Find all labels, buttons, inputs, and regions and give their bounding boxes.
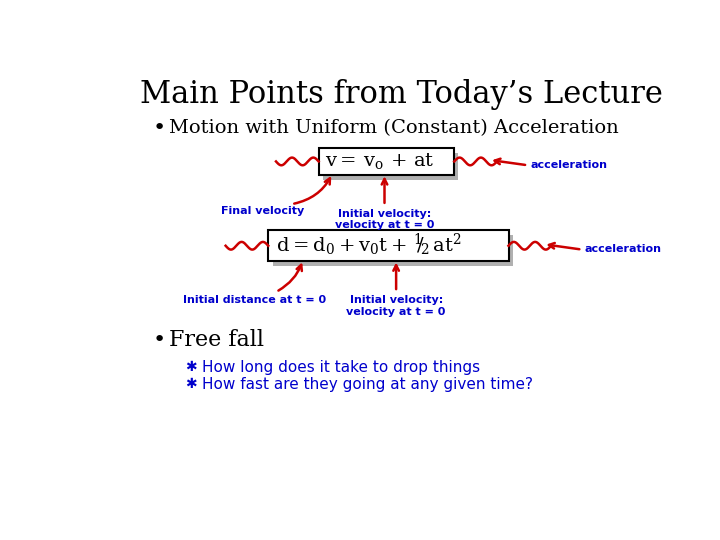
Text: •: •: [153, 330, 166, 350]
Text: Initial distance at t = 0: Initial distance at t = 0: [183, 295, 326, 305]
FancyBboxPatch shape: [273, 235, 513, 266]
FancyBboxPatch shape: [323, 153, 458, 179]
Text: ✱: ✱: [185, 360, 197, 374]
Text: acceleration: acceleration: [530, 159, 607, 170]
Text: ✱: ✱: [185, 377, 197, 392]
Text: Final velocity: Final velocity: [221, 206, 305, 215]
Text: Initial velocity:
velocity at t = 0: Initial velocity: velocity at t = 0: [346, 295, 446, 316]
Text: •: •: [153, 118, 166, 138]
Text: Main Points from Today’s Lecture: Main Points from Today’s Lecture: [140, 78, 663, 110]
Text: $\mathregular{d = d_0 + v_0 t + \,^1\!\!/\!_2\, at^2}$: $\mathregular{d = d_0 + v_0 t + \,^1\!\!…: [276, 232, 462, 258]
FancyBboxPatch shape: [319, 148, 454, 175]
Text: How fast are they going at any given time?: How fast are they going at any given tim…: [202, 377, 534, 392]
Text: Motion with Uniform (Constant) Acceleration: Motion with Uniform (Constant) Accelerat…: [169, 119, 618, 137]
Text: How long does it take to drop things: How long does it take to drop things: [202, 360, 480, 375]
FancyBboxPatch shape: [269, 231, 508, 261]
Text: Initial velocity:
velocity at t = 0: Initial velocity: velocity at t = 0: [335, 209, 434, 231]
Text: Free fall: Free fall: [169, 329, 264, 352]
Text: acceleration: acceleration: [585, 244, 662, 254]
Text: $\mathregular{v{=}\,v_o\,+\,at}$: $\mathregular{v{=}\,v_o\,+\,at}$: [325, 151, 434, 171]
